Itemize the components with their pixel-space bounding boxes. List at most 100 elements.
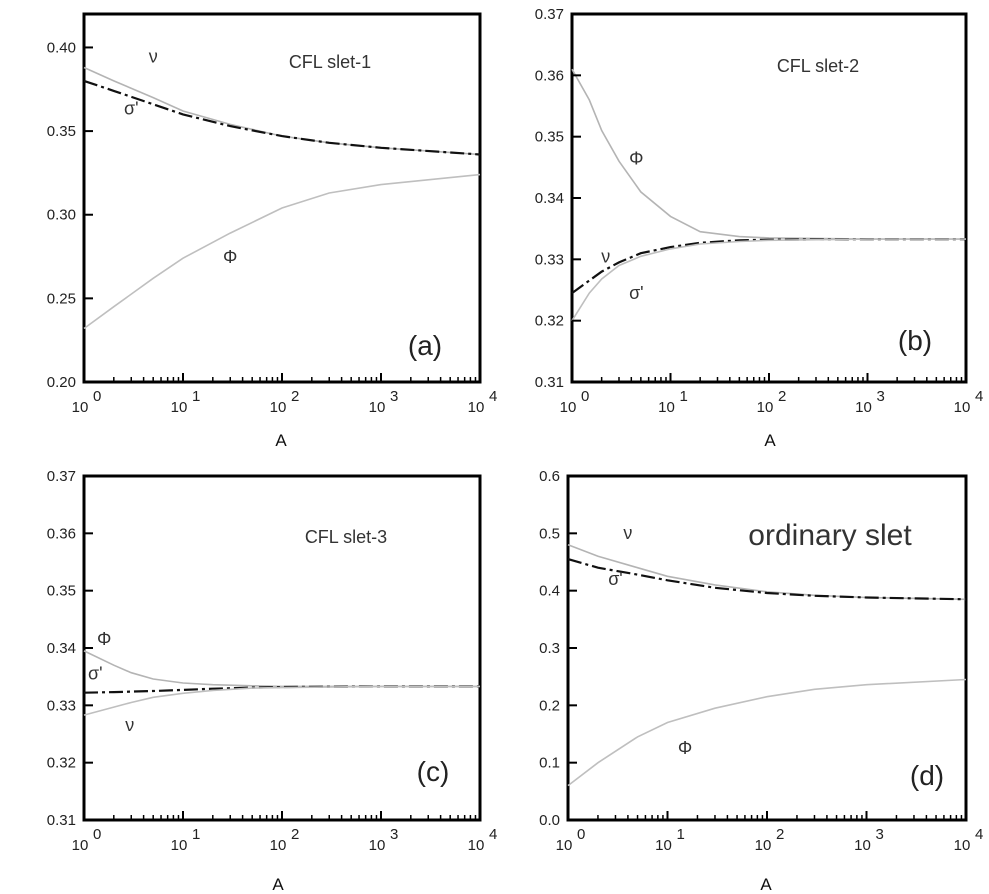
panel-c: 1001011021031040.310.320.330.340.350.360…	[47, 468, 498, 894]
panel-b-x-tick-label: 10	[560, 399, 577, 416]
panel-a-y-tick-label: 0.20	[47, 374, 76, 391]
panel-d-label: (d)	[910, 760, 944, 791]
panel-c-y-tick-label: 0.36	[47, 525, 76, 542]
panel-d-curve-annotation: ν	[623, 523, 632, 543]
panel-a-series-line	[83, 66, 481, 156]
panel-a-y-tick-label: 0.30	[47, 207, 76, 224]
panel-a-y-tick-label: 0.25	[47, 290, 76, 307]
panel-d-y-tick-label: 0.3	[539, 640, 560, 657]
panel-c-y-tick-label: 0.35	[47, 583, 76, 600]
panel-b-y-tick-label: 0.32	[535, 313, 564, 330]
panel-b-y-tick-label: 0.31	[535, 374, 564, 391]
panel-a-x-tick-label: 10	[369, 399, 386, 416]
panel-d-y-tick-label: 0.5	[539, 525, 560, 542]
panel-c-plot-area: 1001011021031040.310.320.330.340.350.360…	[47, 468, 498, 854]
panel-c-y-tick-label: 0.33	[47, 697, 76, 714]
panel-b-curve-annotation: ν	[601, 246, 610, 266]
panel-d-x-tick-label: 10	[556, 837, 573, 854]
panel-d-y-tick-label: 0.6	[539, 468, 560, 485]
panel-a-axes-frame	[82, 12, 482, 384]
panel-c-x-tick-exponent: 2	[291, 826, 299, 843]
panel-b-series-line	[571, 238, 966, 322]
panel-d-x-tick-exponent: 2	[776, 826, 784, 843]
panel-d-y-tick-label: 0.4	[539, 583, 560, 600]
panel-c-series-line	[83, 685, 480, 716]
panel-d-y-tick-label: 0.2	[539, 697, 560, 714]
panel-c-curve-annotation: ν	[125, 715, 134, 735]
panel-d-x-tick-label: 10	[954, 837, 971, 854]
panel-c-y-tick-label: 0.32	[47, 755, 76, 772]
panel-a-title: CFL slet-1	[289, 52, 371, 72]
panel-d-y-tick-label: 0.1	[539, 755, 560, 772]
panel-d-x-tick-exponent: 1	[677, 826, 685, 843]
panel-b-x-tick-label: 10	[757, 399, 774, 416]
panel-b-label: (b)	[898, 325, 932, 356]
panel-d-y-tick-label: 0.0	[539, 812, 560, 829]
panel-b-x-tick-exponent: 4	[975, 388, 983, 405]
panel-b-curve-annotation: σ'	[629, 283, 644, 303]
panel-a-x-tick-label: 10	[171, 399, 188, 416]
panel-a-x-tick-exponent: 3	[390, 388, 398, 405]
panel-a-x-tick-exponent: 1	[192, 388, 200, 405]
panel-c-x-tick-label: 10	[270, 837, 287, 854]
panel-b: 1001011021031040.310.320.330.340.350.360…	[535, 6, 984, 450]
panel-a-xlabel: A	[275, 431, 287, 450]
panel-b-y-tick-label: 0.34	[535, 190, 564, 207]
panel-c-curve-annotation: σ'	[88, 664, 103, 684]
panel-d-x-tick-exponent: 4	[975, 826, 983, 843]
panel-c-y-tick-label: 0.31	[47, 812, 76, 829]
panel-b-x-tick-label: 10	[658, 399, 675, 416]
panel-c-x-tick-exponent: 0	[93, 826, 101, 843]
panel-a-curve-annotation: Φ	[223, 247, 237, 267]
panel-d: 1001011021031040.00.10.20.30.40.50.6νσ'Φ…	[539, 468, 983, 894]
panel-d-x-tick-label: 10	[655, 837, 672, 854]
panel-c-label: (c)	[417, 756, 450, 787]
panel-b-x-tick-label: 10	[954, 399, 971, 416]
panel-b-y-tick-label: 0.37	[535, 6, 564, 23]
panel-a-x-tick-exponent: 0	[93, 388, 101, 405]
panel-b-title: CFL slet-2	[777, 56, 859, 76]
panel-c-title: CFL slet-3	[305, 527, 387, 547]
panel-a-x-tick-label: 10	[270, 399, 287, 416]
panel-b-x-tick-exponent: 0	[581, 388, 589, 405]
panel-c-x-tick-label: 10	[171, 837, 188, 854]
panel-c-x-tick-exponent: 4	[489, 826, 497, 843]
panel-b-xlabel: A	[764, 431, 776, 450]
panel-d-curve-annotation: σ'	[608, 569, 623, 589]
panel-a-y-tick-label: 0.35	[47, 123, 76, 140]
panel-c-x-tick-label: 10	[72, 837, 89, 854]
panel-d-curve-annotation: Φ	[678, 738, 692, 758]
panel-c-x-tick-label: 10	[468, 837, 485, 854]
panel-b-series-line	[571, 68, 966, 240]
panel-b-x-tick-label: 10	[855, 399, 872, 416]
panel-a-x-tick-exponent: 2	[291, 388, 299, 405]
panel-a-curve-annotation: σ'	[124, 98, 139, 118]
panel-a-x-tick-exponent: 4	[489, 388, 497, 405]
panel-a-series-line	[83, 79, 481, 156]
panel-c-y-tick-label: 0.34	[47, 640, 76, 657]
panel-d-x-tick-label: 10	[755, 837, 772, 854]
panel-b-y-tick-label: 0.33	[535, 251, 564, 268]
panel-d-series-line	[567, 678, 967, 787]
panel-c-series-line	[83, 685, 480, 694]
panel-a-x-tick-label: 10	[468, 399, 485, 416]
panel-b-y-tick-label: 0.35	[535, 129, 564, 146]
panel-a-y-tick-label: 0.40	[47, 39, 76, 56]
panel-d-x-tick-exponent: 3	[876, 826, 884, 843]
panel-b-x-tick-exponent: 2	[778, 388, 786, 405]
panel-c-y-tick-label: 0.37	[47, 468, 76, 485]
panel-c-curve-annotation: Φ	[97, 629, 111, 649]
panel-a-curve-annotation: ν	[149, 47, 158, 67]
panel-a-series-line	[83, 173, 481, 330]
panel-a-label: (a)	[408, 330, 442, 361]
panel-b-y-tick-label: 0.36	[535, 67, 564, 84]
panel-c-xlabel: A	[272, 875, 284, 894]
panel-d-x-tick-label: 10	[854, 837, 871, 854]
panel-b-x-tick-exponent: 1	[680, 388, 688, 405]
panel-c-x-tick-exponent: 1	[192, 826, 200, 843]
panel-b-curve-annotation: Φ	[629, 148, 643, 168]
